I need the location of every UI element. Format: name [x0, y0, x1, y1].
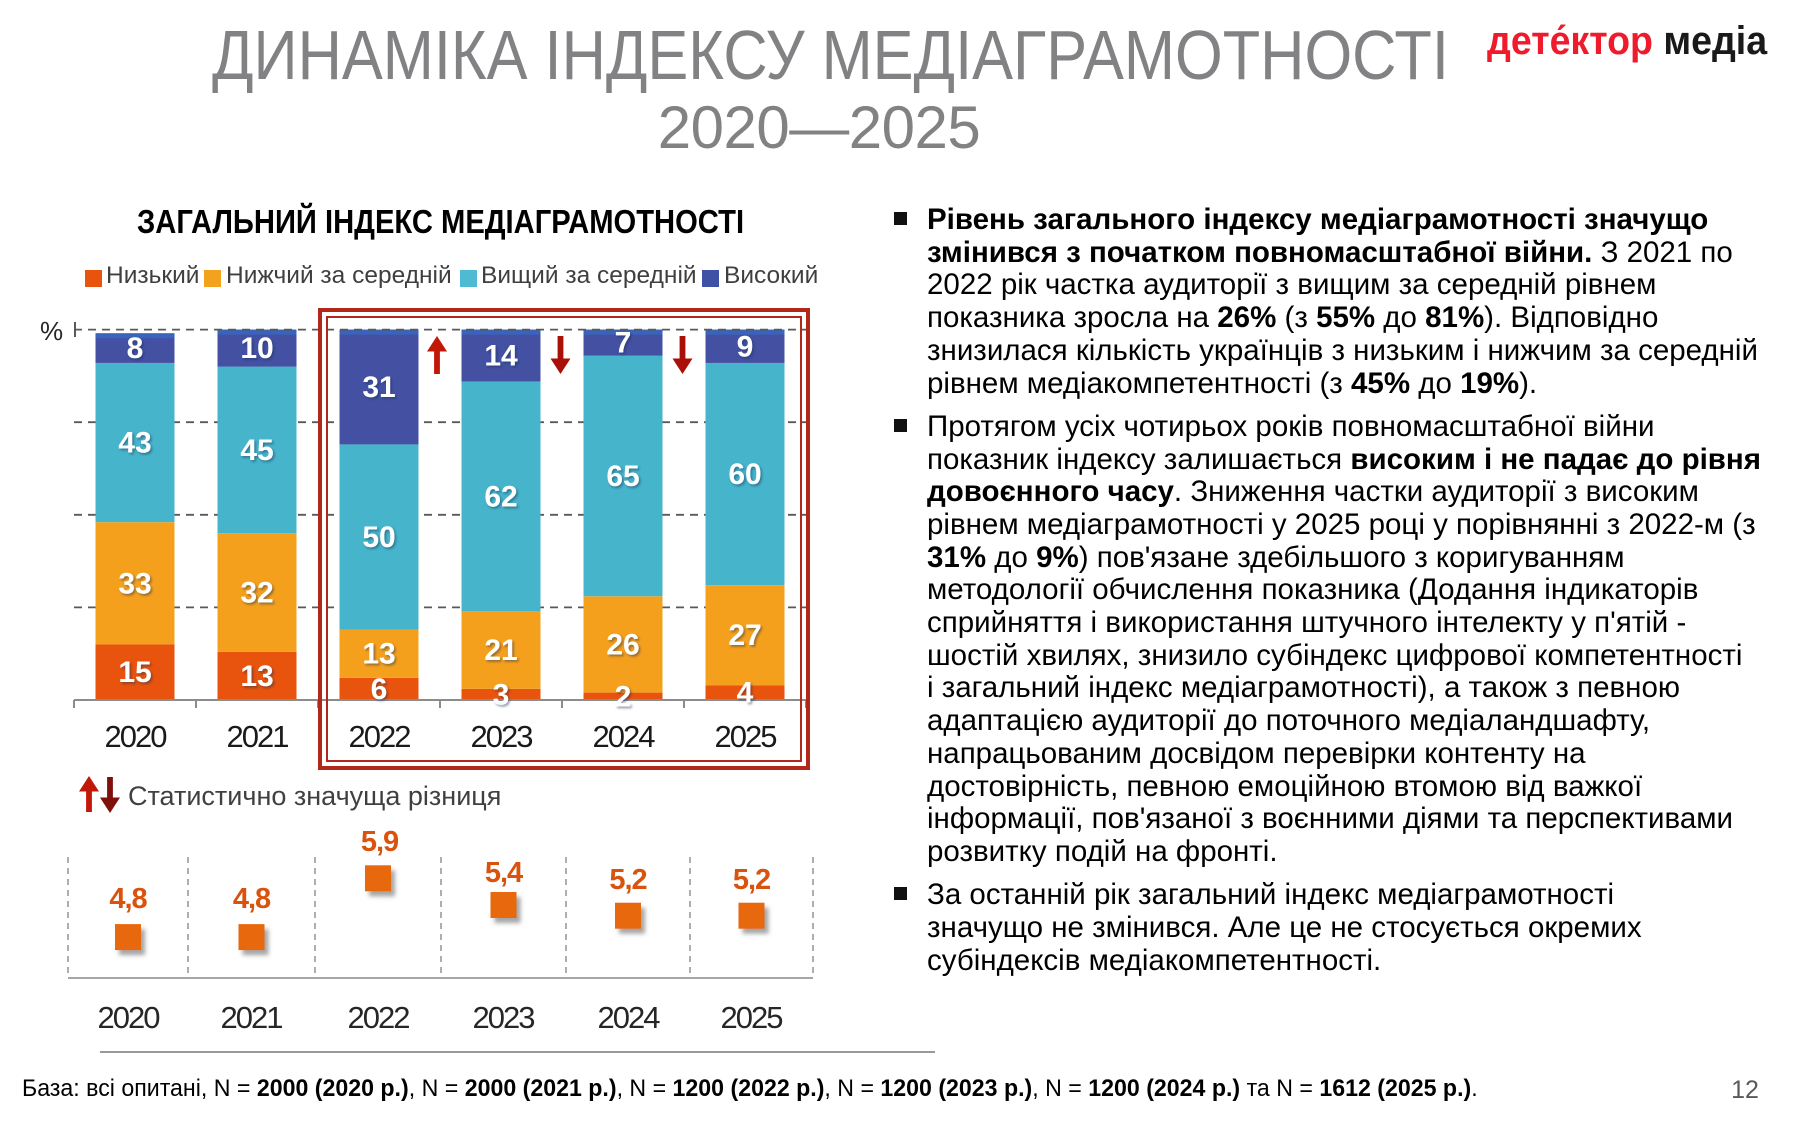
svg-text:60: 60: [728, 458, 761, 491]
svg-text:26: 26: [606, 628, 639, 661]
svg-text:14: 14: [484, 340, 518, 373]
svg-text:3: 3: [493, 678, 510, 711]
svg-text:5,4: 5,4: [485, 857, 523, 889]
svg-text:9: 9: [737, 330, 754, 363]
svg-text:33: 33: [118, 567, 151, 600]
svg-text:31: 31: [362, 371, 395, 404]
svg-text:62: 62: [484, 480, 517, 513]
svg-text:13: 13: [362, 638, 395, 671]
svg-text:2: 2: [615, 680, 632, 713]
svg-text:7: 7: [615, 327, 632, 360]
svg-text:5,2: 5,2: [733, 864, 770, 896]
svg-text:13: 13: [240, 660, 273, 693]
svg-text:21: 21: [484, 634, 517, 667]
svg-text:27: 27: [728, 619, 761, 652]
svg-text:43: 43: [118, 427, 151, 460]
svg-text:65: 65: [606, 460, 639, 493]
svg-text:45: 45: [240, 434, 273, 467]
svg-text:5,9: 5,9: [361, 826, 399, 858]
svg-text:15: 15: [118, 656, 151, 689]
svg-text:6: 6: [371, 673, 388, 706]
svg-text:8: 8: [127, 332, 144, 365]
svg-text:4: 4: [737, 677, 754, 710]
svg-text:4,8: 4,8: [109, 883, 147, 915]
svg-text:32: 32: [240, 577, 273, 610]
svg-text:4,8: 4,8: [233, 883, 271, 915]
svg-text:10: 10: [240, 332, 273, 365]
svg-text:50: 50: [362, 521, 395, 554]
svg-text:5,2: 5,2: [609, 864, 646, 896]
